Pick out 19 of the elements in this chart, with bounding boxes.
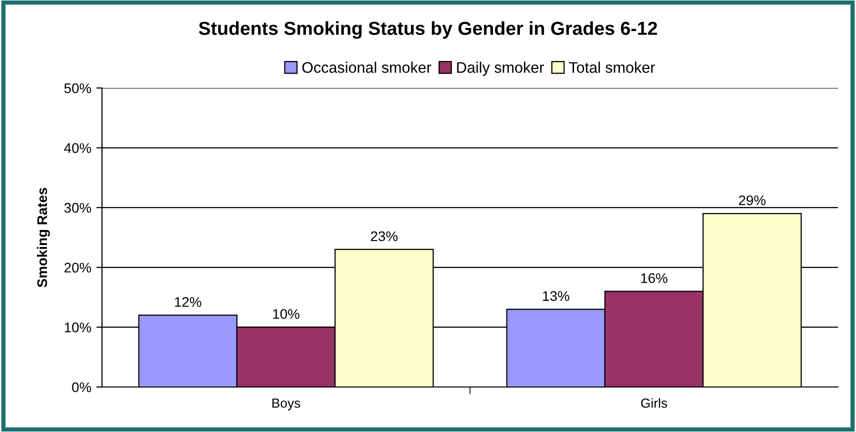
data-label: 23% [370,231,398,242]
data-label: 10% [273,309,300,319]
data-label: 13% [543,291,570,301]
x-tick-label: Girls [641,398,668,408]
data-label: 29% [738,195,766,206]
y-tick-label: 50% [64,83,92,94]
y-tick-label: 30% [64,202,92,213]
y-tick-label: 0% [72,382,92,392]
y-tick-label: 20% [64,262,92,273]
y-axis-title: Smoking Rates [36,188,50,288]
legend-label: Occasional smoker [302,62,432,73]
data-label: 12% [175,297,202,307]
legend-label: Total smoker [568,62,655,73]
y-tick-label: 10% [64,322,92,332]
y-tick-label: 40% [64,143,92,153]
data-label: 16% [641,273,668,284]
legend-label: Daily smoker [457,62,544,76]
x-tick-label: Boys [272,398,300,410]
chart-title: Students Smoking Status by Gender in Grades 6-12 [198,21,658,39]
